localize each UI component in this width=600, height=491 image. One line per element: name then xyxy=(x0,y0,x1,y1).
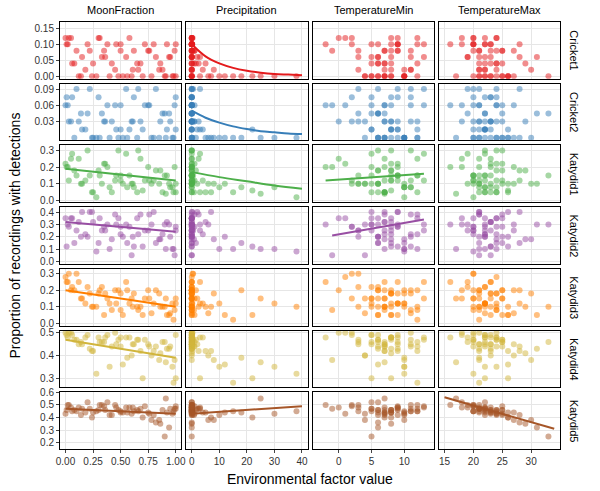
svg-text:25: 25 xyxy=(497,456,509,467)
svg-text:10: 10 xyxy=(214,456,226,467)
svg-text:0.25: 0.25 xyxy=(83,456,103,467)
svg-text:Cricket1: Cricket1 xyxy=(568,30,580,70)
svg-text:0.10: 0.10 xyxy=(35,39,55,50)
svg-text:0.2: 0.2 xyxy=(40,285,54,296)
svg-text:0: 0 xyxy=(336,456,342,467)
svg-text:MoonFraction: MoonFraction xyxy=(87,4,154,16)
svg-text:1.00: 1.00 xyxy=(166,456,186,467)
svg-text:0.1: 0.1 xyxy=(40,301,54,312)
svg-text:15: 15 xyxy=(439,456,451,467)
svg-text:0.50: 0.50 xyxy=(111,456,131,467)
svg-text:0.5: 0.5 xyxy=(40,327,54,338)
svg-text:0.5: 0.5 xyxy=(40,399,54,410)
svg-text:Proportion of recordings with: Proportion of recordings with detections xyxy=(7,113,23,359)
svg-text:Precipitation: Precipitation xyxy=(216,4,277,16)
svg-text:TemperatureMax: TemperatureMax xyxy=(458,4,541,16)
svg-text:30: 30 xyxy=(269,456,281,467)
svg-text:Katydid4: Katydid4 xyxy=(568,338,580,381)
svg-text:20: 20 xyxy=(241,456,253,467)
svg-text:0.05: 0.05 xyxy=(35,55,55,66)
svg-text:Cricket2: Cricket2 xyxy=(568,92,580,132)
svg-text:Environmental factor value: Environmental factor value xyxy=(227,471,393,487)
svg-text:30: 30 xyxy=(526,456,538,467)
svg-text:Katydid1: Katydid1 xyxy=(568,153,580,196)
svg-text:0.4: 0.4 xyxy=(40,207,54,218)
svg-text:20: 20 xyxy=(468,456,480,467)
svg-text:0.2: 0.2 xyxy=(40,231,54,242)
svg-text:0: 0 xyxy=(189,456,195,467)
svg-text:0.2: 0.2 xyxy=(40,162,54,173)
svg-text:0.6: 0.6 xyxy=(40,387,54,398)
svg-text:0.0: 0.0 xyxy=(40,318,54,329)
svg-text:Katydid2: Katydid2 xyxy=(568,215,580,258)
svg-text:0.75: 0.75 xyxy=(138,456,158,467)
svg-text:0.00: 0.00 xyxy=(35,71,55,82)
svg-text:0.0: 0.0 xyxy=(40,195,54,206)
svg-text:0.15: 0.15 xyxy=(35,23,55,34)
svg-text:5: 5 xyxy=(369,456,375,467)
svg-text:TemperatureMin: TemperatureMin xyxy=(334,4,413,16)
svg-text:10: 10 xyxy=(399,456,411,467)
svg-text:40: 40 xyxy=(296,456,308,467)
svg-text:0.3: 0.3 xyxy=(40,219,54,230)
svg-text:0.1: 0.1 xyxy=(40,178,54,189)
svg-text:Katydid3: Katydid3 xyxy=(568,276,580,319)
svg-text:0.00: 0.00 xyxy=(56,456,76,467)
svg-text:0.3: 0.3 xyxy=(40,145,54,156)
svg-text:Katydid5: Katydid5 xyxy=(568,400,580,443)
svg-text:0.09: 0.09 xyxy=(35,84,55,95)
svg-text:0.4: 0.4 xyxy=(40,412,54,423)
svg-text:0.3: 0.3 xyxy=(40,425,54,436)
svg-text:0.3: 0.3 xyxy=(40,268,54,279)
svg-text:0.0: 0.0 xyxy=(40,256,54,267)
svg-text:0.1: 0.1 xyxy=(40,244,54,255)
svg-text:0.03: 0.03 xyxy=(35,116,55,127)
svg-text:0.3: 0.3 xyxy=(40,373,54,384)
svg-text:0.4: 0.4 xyxy=(40,350,54,361)
svg-text:0.06: 0.06 xyxy=(35,100,55,111)
svg-text:0.2: 0.2 xyxy=(40,437,54,448)
